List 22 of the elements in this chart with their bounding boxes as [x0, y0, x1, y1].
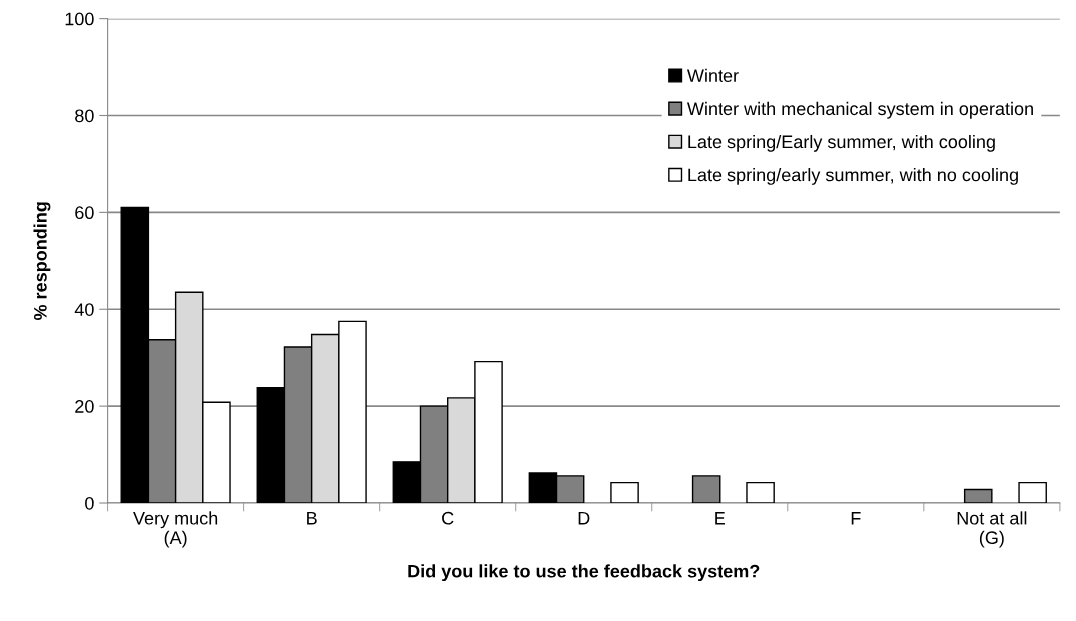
x-tick-label: E [715, 512, 726, 525]
y-tick-label: 100 [65, 12, 94, 26]
x-tick-label: C [442, 511, 454, 525]
x-tick-label: D [578, 512, 590, 525]
legend-label: Late spring/early summer, with no cooling [688, 168, 1018, 185]
y-tick-label: 20 [75, 400, 94, 413]
x-tick-label: Not at all (G) [957, 511, 1027, 548]
legend-label: Winter with mechanical system in operation [686, 101, 1033, 119]
bar [610, 481, 639, 504]
x-tick-label: B [307, 512, 317, 525]
y-tick-label: 80 [75, 109, 94, 123]
y-tick-label: 60 [75, 206, 94, 220]
y-axis-title: % responding [33, 202, 51, 321]
x-axis-title: Did you like to use the feedback system? [408, 564, 760, 582]
legend-label: Winter [686, 68, 739, 83]
bar [746, 481, 775, 504]
y-tick-label: 40 [74, 303, 94, 316]
x-tick-label: Very much (A) [133, 511, 218, 548]
x-tick-label: F [851, 512, 861, 525]
bar [1018, 481, 1047, 504]
legend-label: Late spring/Early summer, with cooling [688, 134, 995, 152]
y-tick-label: 0 [85, 496, 94, 510]
